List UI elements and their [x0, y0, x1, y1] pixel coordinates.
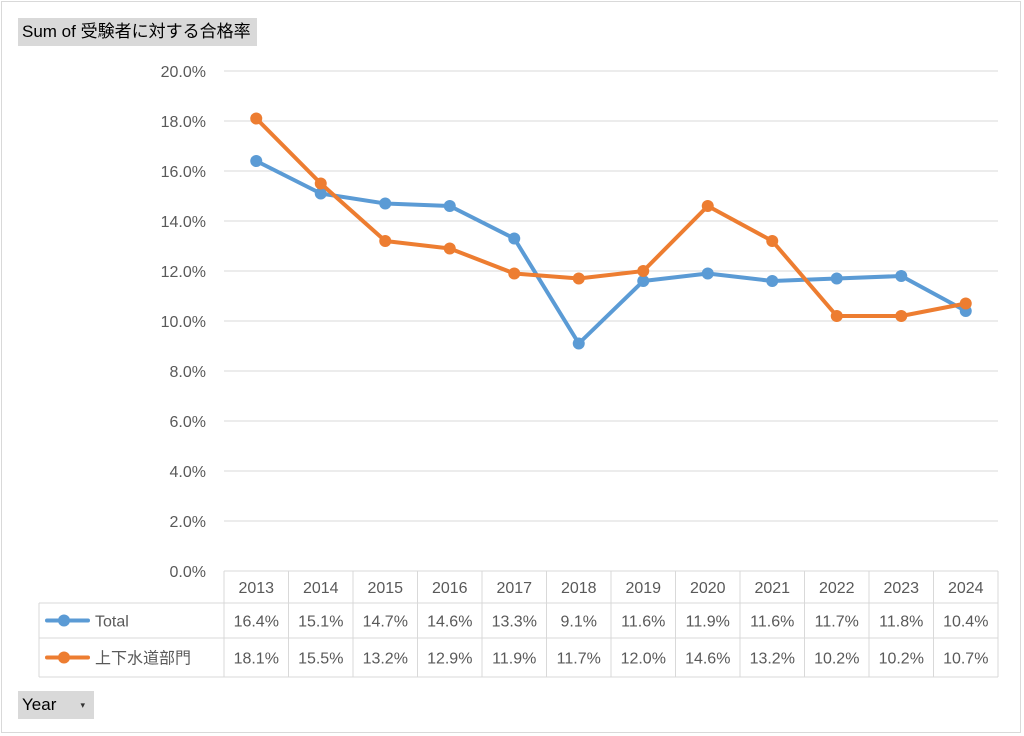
data-point — [637, 265, 650, 277]
data-point — [379, 235, 392, 247]
data-point — [508, 267, 521, 280]
legend-entry: 上下水道部門 — [95, 650, 191, 668]
year-field-button[interactable]: Year ▾ — [18, 691, 94, 719]
y-tick-label: 14.0% — [161, 214, 206, 231]
data-table-value: 13.3% — [492, 614, 537, 631]
data-table-value: 13.2% — [750, 651, 795, 668]
data-point — [314, 177, 327, 190]
x-tick-label: 2014 — [303, 580, 339, 597]
data-point — [572, 337, 585, 350]
x-tick-label: 2022 — [819, 580, 855, 597]
x-tick-label: 2016 — [432, 580, 468, 597]
x-tick-label: 2017 — [496, 580, 532, 597]
value-field-button[interactable]: Sum of 受験者に対する合格率 — [18, 18, 257, 46]
legend-key-marker — [58, 614, 70, 627]
y-tick-label: 18.0% — [161, 114, 206, 131]
data-point — [766, 275, 779, 287]
data-point — [895, 270, 908, 282]
series-line — [254, 116, 968, 318]
value-field-label: Sum of 受験者に対する合格率 — [22, 22, 251, 41]
data-point — [766, 235, 779, 247]
data-point — [701, 200, 714, 212]
data-point — [443, 242, 456, 255]
data-table-value: 11.6% — [750, 614, 794, 631]
x-tick-label: 2013 — [238, 580, 274, 597]
data-table-value: 12.9% — [427, 651, 472, 668]
y-tick-label: 4.0% — [170, 464, 206, 481]
data-table-value: 10.2% — [814, 651, 859, 668]
data-table-value: 12.0% — [621, 651, 666, 668]
data-table-value: 11.9% — [686, 614, 730, 631]
data-point — [701, 267, 714, 280]
data-table-value: 11.6% — [621, 614, 665, 631]
data-table-value: 15.1% — [298, 614, 343, 631]
data-table-value: 9.1% — [561, 614, 597, 631]
data-point — [895, 310, 908, 322]
data-table-value: 15.5% — [298, 651, 343, 668]
x-tick-label: 2018 — [561, 580, 597, 597]
x-tick-label: 2023 — [883, 580, 919, 597]
y-tick-label: 12.0% — [161, 264, 206, 281]
x-tick-label: 2019 — [625, 580, 661, 597]
dropdown-arrow-icon: ▾ — [80, 700, 85, 710]
year-field-label: Year — [22, 695, 57, 714]
data-point — [250, 155, 263, 167]
series-line — [254, 159, 968, 346]
x-tick-label: 2015 — [367, 580, 403, 597]
data-point — [250, 112, 263, 125]
data-table-value: 16.4% — [234, 614, 279, 631]
legend-key-marker — [58, 651, 70, 664]
data-table-value: 14.7% — [363, 614, 408, 631]
data-table-value: 11.9% — [492, 651, 536, 668]
y-tick-label: 10.0% — [161, 314, 206, 331]
y-tick-label: 16.0% — [161, 164, 206, 181]
data-table-value: 11.7% — [815, 614, 859, 631]
data-table-value: 11.7% — [557, 651, 601, 668]
data-table-value: 13.2% — [363, 651, 408, 668]
data-table-value: 14.6% — [685, 651, 730, 668]
x-tick-label: 2024 — [948, 580, 984, 597]
x-tick-label: 2020 — [690, 580, 726, 597]
data-point — [830, 310, 843, 322]
y-tick-label: 2.0% — [170, 514, 206, 531]
data-table-value: 10.7% — [943, 651, 988, 668]
data-point — [314, 187, 327, 200]
data-table-value: 18.1% — [234, 651, 279, 668]
data-point — [959, 297, 972, 310]
data-table-value: 10.4% — [943, 614, 988, 631]
data-point — [572, 272, 585, 285]
y-tick-label: 0.0% — [170, 564, 206, 581]
data-point — [508, 232, 521, 245]
data-point — [637, 275, 650, 287]
y-tick-label: 6.0% — [170, 414, 206, 431]
data-point — [379, 197, 392, 210]
y-tick-label: 20.0% — [161, 64, 206, 81]
data-table-value: 11.8% — [879, 614, 923, 631]
x-tick-label: 2021 — [754, 580, 790, 597]
y-tick-label: 8.0% — [170, 364, 206, 381]
data-table-value: 14.6% — [427, 614, 472, 631]
legend-entry: Total — [95, 614, 129, 631]
data-point — [443, 200, 456, 212]
data-point — [830, 272, 843, 285]
data-table-value: 10.2% — [879, 651, 924, 668]
